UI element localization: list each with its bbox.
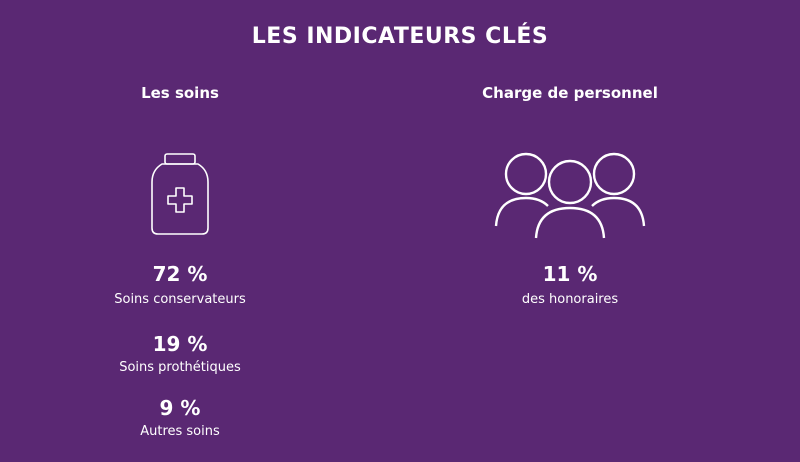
jar-icon bbox=[151, 153, 209, 235]
stat-value: 19 % bbox=[152, 332, 208, 356]
stat-value: 11 % bbox=[542, 262, 598, 286]
stat-label: Soins prothétiques bbox=[119, 360, 241, 375]
column-heading: Charge de personnel bbox=[482, 84, 658, 102]
page-title: LES INDICATEURS CLÉS bbox=[251, 24, 549, 49]
stat-label: des honoraires bbox=[521, 292, 619, 307]
stat-value: 9 % bbox=[159, 396, 201, 420]
stat-label: Autres soins bbox=[140, 424, 220, 439]
people-icon bbox=[494, 152, 646, 239]
column-heading: Les soins bbox=[141, 84, 219, 102]
stat-value: 72 % bbox=[152, 262, 208, 286]
stat-label: Soins conservateurs bbox=[114, 292, 246, 307]
